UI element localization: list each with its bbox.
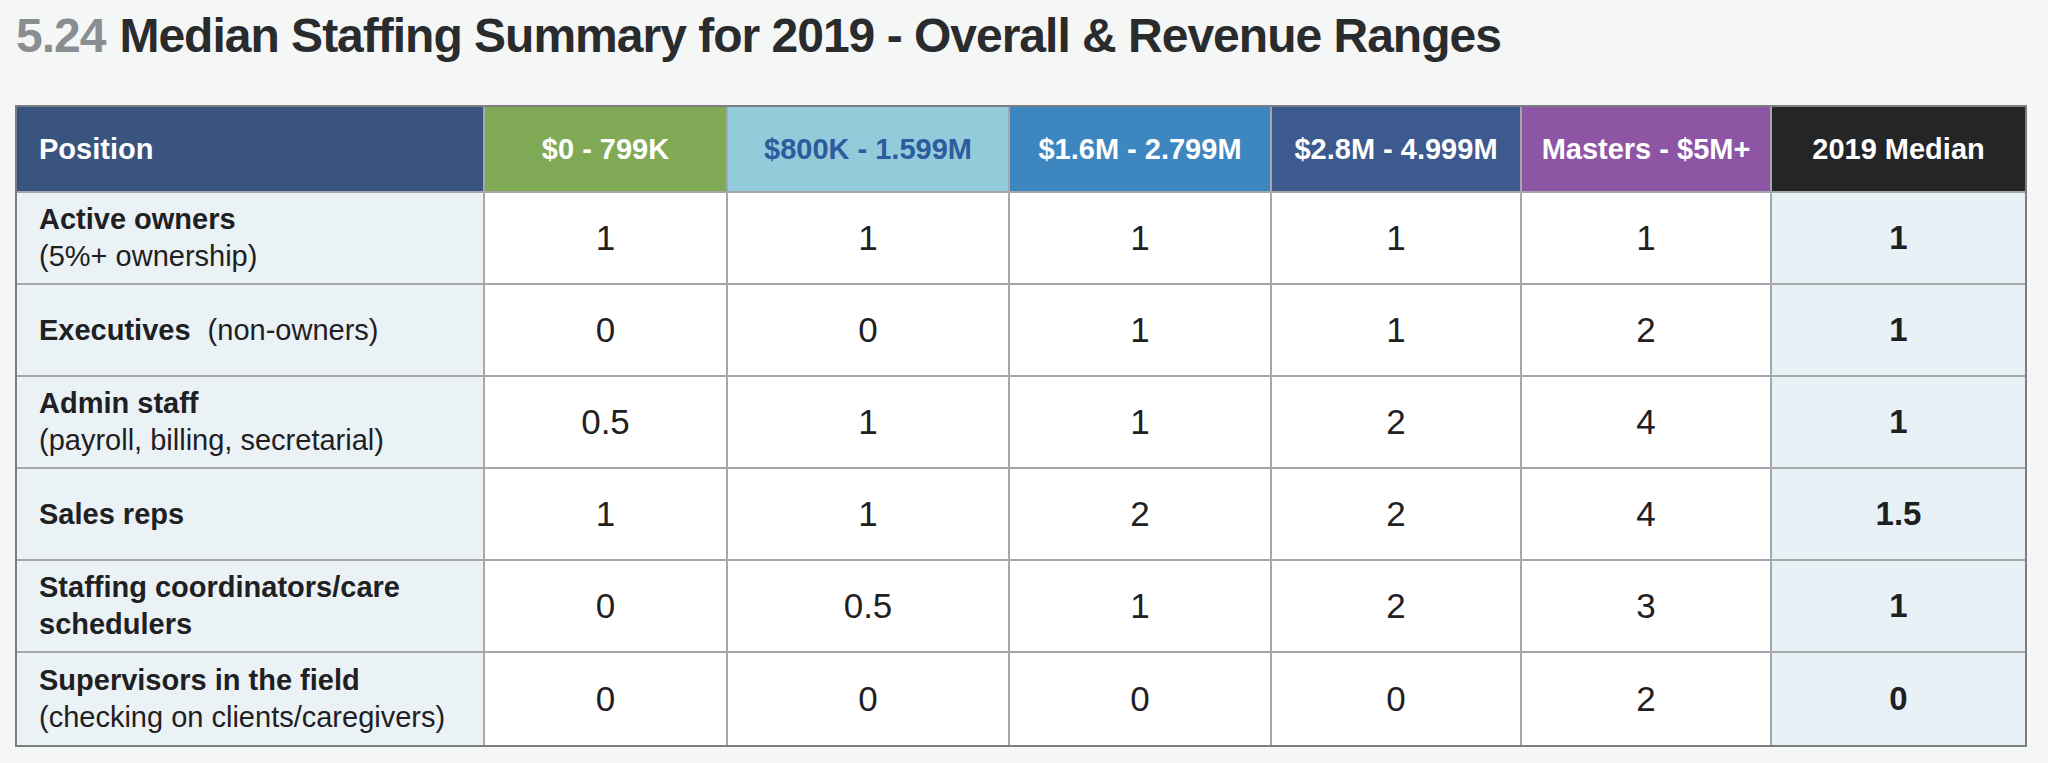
table-cell: 1 [1272,285,1522,377]
table-cell: 0 [485,653,728,745]
row-label-primary: Active owners [39,203,236,235]
table-cell: 0 [1272,653,1522,745]
table-cell: 0 [1010,653,1272,745]
table-cell: 0.5 [728,561,1010,653]
page: 5.24 Median Staffing Summary for 2019 - O… [0,0,2048,763]
table-cell: 1 [1010,561,1272,653]
table-cell: 4 [1522,469,1772,561]
table-cell: 0 [728,653,1010,745]
table-cell: 1 [728,193,1010,285]
row-label-primary: Supervisors in the field [39,664,360,696]
table-cell: 1 [1010,377,1272,469]
table-cell: 0 [728,285,1010,377]
column-header-masters-5m: Masters - $5M+ [1522,107,1772,193]
table-cell: 1 [1010,193,1272,285]
table-cell: 1 [1272,193,1522,285]
column-header-0-799k: $0 - 799K [485,107,728,193]
staffing-table: Position $0 - 799K $800K - 1.599M $1.6M … [15,105,2027,747]
table-cell: 2 [1522,653,1772,745]
row-label-primary: Sales reps [39,498,184,530]
table-cell: 2 [1522,285,1772,377]
table-cell: 1 [1010,285,1272,377]
row-label-detail: (non-owners) [208,314,379,346]
table-cell: 0 [485,561,728,653]
table-cell: 3 [1522,561,1772,653]
page-title: 5.24 Median Staffing Summary for 2019 - O… [16,8,1501,63]
title-text: Median Staffing Summary for 2019 - Overa… [119,9,1500,62]
row-label-primary: Staffing coordinators/care schedulers [39,571,400,640]
figure-number: 5.24 [16,9,105,62]
median-cell: 0 [1772,653,2025,745]
median-cell: 1.5 [1772,469,2025,561]
column-header-2019-median: 2019 Median [1772,107,2025,193]
table-cell: 1 [728,469,1010,561]
row-label: Executives (non-owners) [17,285,485,377]
row-label: Active owners (5%+ ownership) [17,193,485,285]
table-cell: 1 [485,193,728,285]
row-label-detail: (5%+ ownership) [39,238,257,275]
row-label-primary: Admin staff [39,387,199,419]
row-label: Sales reps [17,469,485,561]
table-cell: 1 [1522,193,1772,285]
table-cell: 2 [1010,469,1272,561]
row-label-detail: (checking on clients/caregivers) [39,699,445,736]
median-cell: 1 [1772,193,2025,285]
row-label-primary: Executives [39,314,191,346]
table-cell: 2 [1272,469,1522,561]
table-cell: 0 [485,285,728,377]
median-cell: 1 [1772,377,2025,469]
column-header-16m-2799m: $1.6M - 2.799M [1010,107,1272,193]
column-header-position: Position [17,107,485,193]
table-cell: 0.5 [485,377,728,469]
column-header-28m-4999m: $2.8M - 4.999M [1272,107,1522,193]
median-cell: 1 [1772,285,2025,377]
table-cell: 2 [1272,377,1522,469]
table-cell: 4 [1522,377,1772,469]
row-label-detail: (payroll, billing, secretarial) [39,422,384,459]
median-cell: 1 [1772,561,2025,653]
row-label: Admin staff (payroll, billing, secretari… [17,377,485,469]
column-header-800k-1599m: $800K - 1.599M [728,107,1010,193]
row-label: Staffing coordinators/care schedulers [17,561,485,653]
row-label: Supervisors in the field (checking on cl… [17,653,485,745]
table-cell: 2 [1272,561,1522,653]
table-cell: 1 [728,377,1010,469]
table-cell: 1 [485,469,728,561]
